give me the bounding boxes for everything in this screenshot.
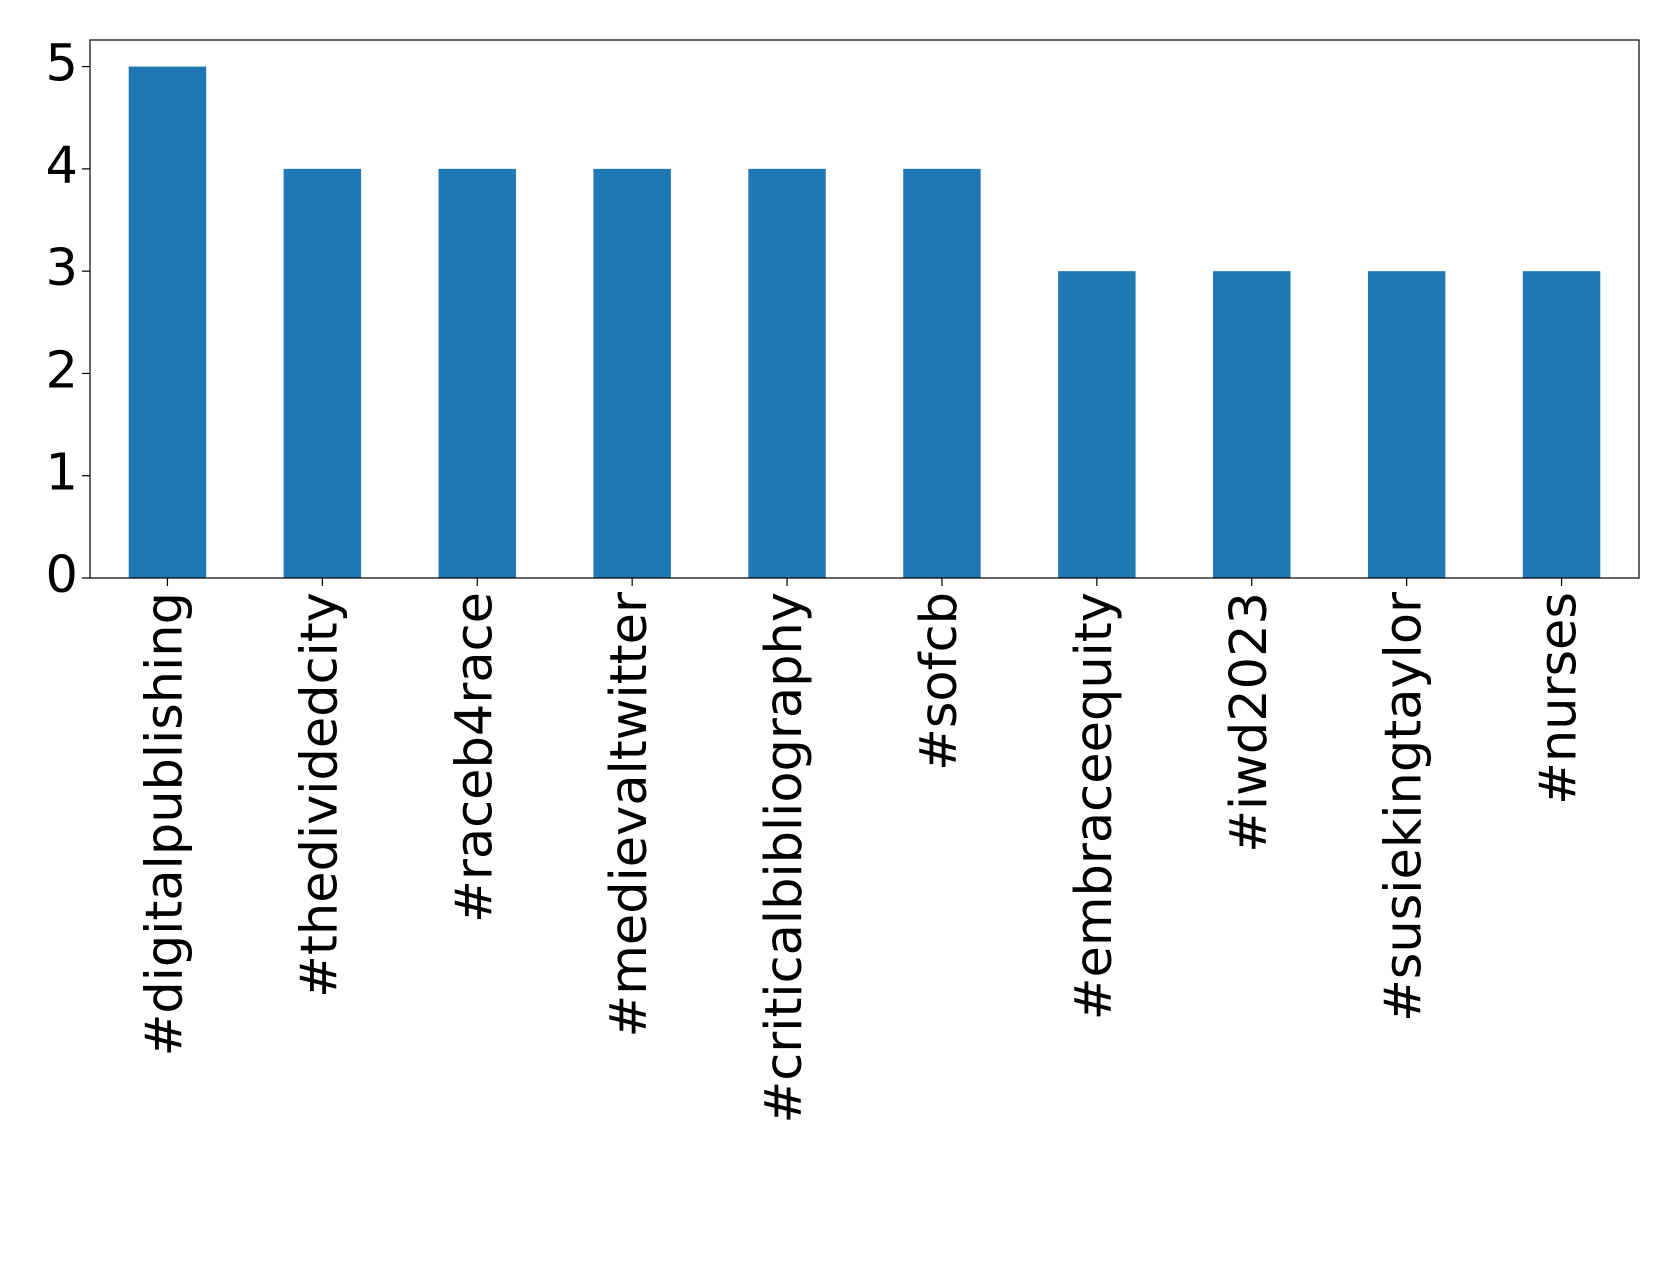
bar <box>128 66 207 579</box>
y-tick-label: 5 <box>46 35 78 94</box>
bar <box>438 168 516 579</box>
y-tick-label: 3 <box>46 239 78 298</box>
x-tick-label: #digitalpublishing <box>135 592 194 1056</box>
y-tick-label: 1 <box>46 444 78 503</box>
x-tick-label: #thedividedcity <box>290 592 349 998</box>
x-tick-label: #nurses <box>1530 592 1589 805</box>
y-tick-label: 0 <box>46 546 78 605</box>
bar <box>1058 271 1136 578</box>
x-tick-label: #medievaltwitter <box>600 592 659 1038</box>
y-tick-label: 4 <box>46 137 78 196</box>
bar <box>903 168 981 579</box>
bar <box>1522 271 1601 578</box>
bar <box>283 168 362 579</box>
y-tick-label: 2 <box>46 341 78 400</box>
bar <box>593 168 671 579</box>
plot-frame <box>89 39 1640 579</box>
x-tick-label: #embraceequity <box>1065 592 1124 1020</box>
x-tick-label: #criticalbibliography <box>755 592 814 1123</box>
x-tick-label: #sofcb <box>910 592 969 771</box>
bar <box>1367 271 1446 578</box>
bar <box>1213 271 1291 578</box>
x-tick-label: #susiekingtaylor <box>1375 592 1434 1022</box>
x-tick-label: #raceb4race <box>445 592 504 923</box>
x-tick-label: #iwd2023 <box>1220 592 1279 853</box>
bar <box>748 168 826 579</box>
